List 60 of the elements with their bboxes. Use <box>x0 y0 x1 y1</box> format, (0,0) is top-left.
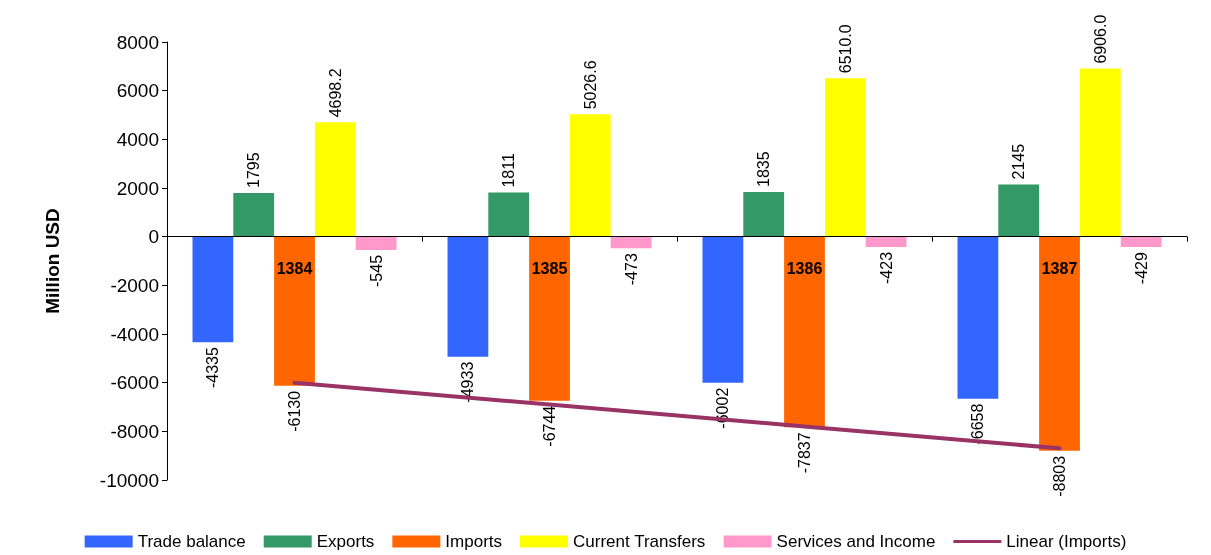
data-label: 6510.0 <box>836 24 854 74</box>
legend-label: Trade balance <box>137 532 246 551</box>
bar <box>1079 68 1121 237</box>
data-label: -545 <box>367 254 385 287</box>
y-tick-label: 8000 <box>116 31 159 53</box>
data-label: -6130 <box>286 390 303 432</box>
y-tick-label: -4000 <box>110 323 159 345</box>
data-label: -429 <box>1132 252 1150 285</box>
data-label: -6744 <box>541 405 558 447</box>
data-label: 6906.0 <box>1091 14 1109 64</box>
y-tick-label: -8000 <box>110 420 159 442</box>
bar <box>610 236 652 249</box>
data-label: 1835 <box>755 151 773 188</box>
bar <box>274 236 315 386</box>
data-label: -4933 <box>459 361 477 403</box>
y-tick-label: 4000 <box>116 128 159 150</box>
data-label: 1795 <box>245 152 263 188</box>
legend-label: Linear (Imports) <box>1006 532 1127 551</box>
data-label: 2145 <box>1010 143 1028 180</box>
bar <box>488 192 530 237</box>
x-tick-label: 1386 <box>786 260 823 278</box>
bar <box>743 192 785 237</box>
data-label: 5026.6 <box>581 60 599 110</box>
data-label: 1811 <box>500 153 518 188</box>
bar <box>1039 236 1080 451</box>
bar <box>784 236 825 428</box>
bar <box>529 236 570 401</box>
bar <box>998 184 1040 237</box>
bar <box>824 78 866 237</box>
legend-label: Services and Income <box>776 532 936 551</box>
bar <box>957 236 999 399</box>
bar <box>702 236 744 383</box>
data-label: -8803 <box>1051 455 1068 497</box>
data-label: 4698.2 <box>326 68 344 118</box>
bar <box>569 114 611 237</box>
bar <box>233 192 275 237</box>
y-tick-label: -10000 <box>99 469 159 491</box>
y-tick-label: 0 <box>148 226 159 248</box>
y-tick-label: 2000 <box>116 177 159 199</box>
bar <box>865 236 907 247</box>
bar <box>447 236 489 357</box>
legend-label: Imports <box>445 532 503 551</box>
legend-label: Exports <box>316 532 375 551</box>
legend-label: Current Transfers <box>573 532 706 551</box>
y-tick-label: -6000 <box>110 372 159 394</box>
y-tick-label: -2000 <box>110 274 159 296</box>
bar <box>1120 236 1162 248</box>
bar <box>355 236 397 250</box>
data-label: -423 <box>877 251 895 284</box>
data-label: -473 <box>622 253 640 286</box>
bar <box>314 122 356 237</box>
x-tick-label: 1387 <box>1041 260 1078 278</box>
bar <box>192 236 234 343</box>
y-tick-label: 6000 <box>116 80 159 102</box>
data-label: -4335 <box>204 347 222 389</box>
x-tick-label: 1384 <box>276 260 313 278</box>
data-label: -6658 <box>969 403 987 445</box>
data-label: -7837 <box>796 432 813 474</box>
y-axis-title: Million USD <box>42 208 63 314</box>
x-tick-label: 1385 <box>531 260 568 278</box>
